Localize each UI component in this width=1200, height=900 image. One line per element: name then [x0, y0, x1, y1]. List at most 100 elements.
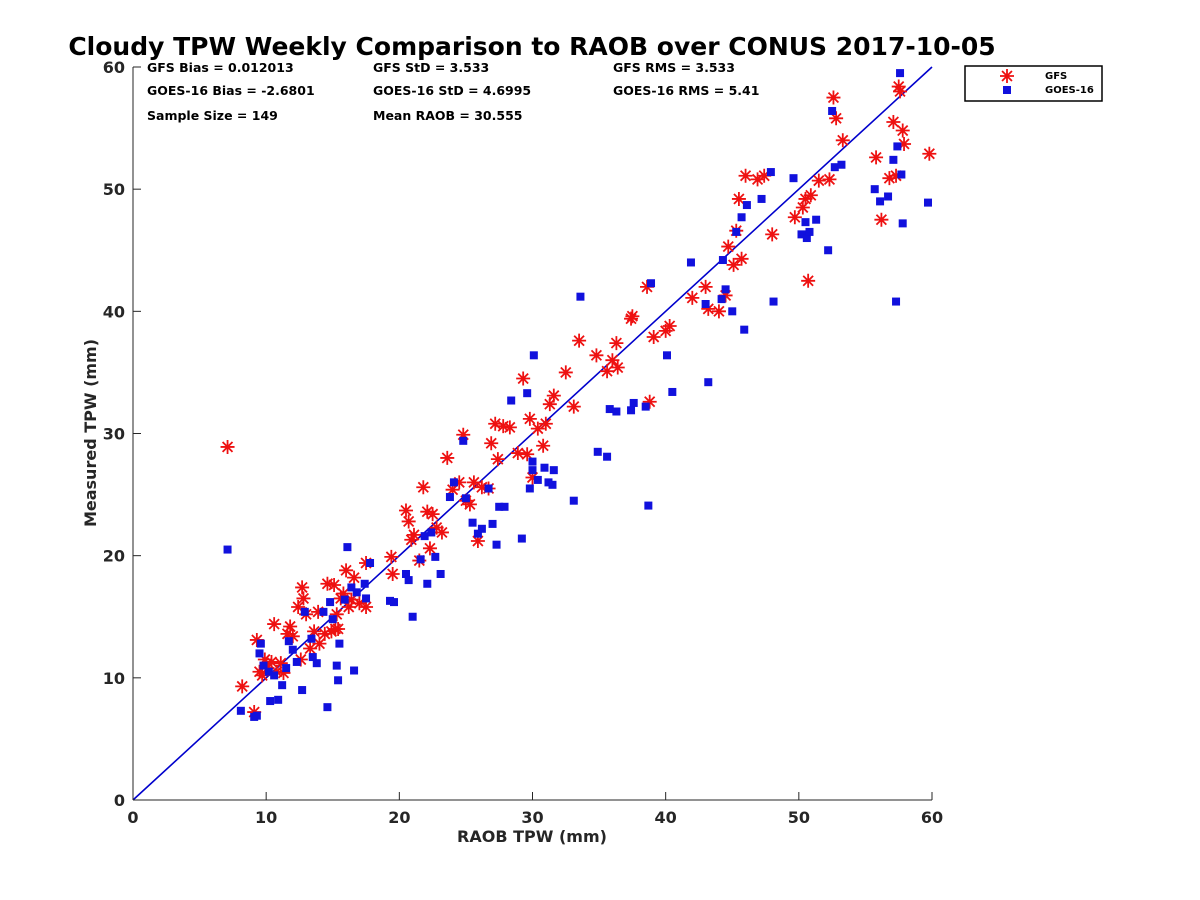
gfs-point-40 [359, 599, 374, 614]
goes-16-point-89 [721, 285, 730, 294]
gfs-point-1 [235, 679, 250, 694]
gfs-point-120-stroke [882, 171, 897, 186]
gfs-point-0 [220, 439, 235, 454]
goes-16-point-94 [742, 201, 751, 210]
goes-16-point-115 [897, 170, 906, 179]
gfs-point-23-stroke [311, 604, 326, 619]
goes-16-point-32 [352, 588, 361, 597]
gfs-point-124 [893, 84, 908, 99]
goes-16-point-116 [898, 219, 907, 228]
goes-16-point-11 [278, 681, 287, 690]
goes-16-point-50 [461, 494, 470, 503]
gfs-point-111-stroke [801, 273, 816, 288]
goes-16-point-86 [704, 378, 713, 387]
x-tick-label-4: 40 [655, 808, 677, 827]
stat-r0-c0: GFS Bias = 0.012013 [147, 60, 294, 75]
goes-16-point-81 [647, 279, 656, 288]
goes-16-point-6 [259, 661, 268, 670]
gfs-point-125 [895, 123, 910, 138]
gfs-point-18 [295, 580, 310, 595]
gfs-point-66 [490, 452, 505, 467]
gfs-point-11 [273, 656, 288, 671]
gfs-point-79-stroke [558, 365, 573, 380]
gfs-point-68 [502, 420, 517, 435]
stat-r0-c1: GFS StD = 3.533 [373, 60, 489, 75]
gfs-point-114 [822, 172, 837, 187]
gfs-point-51 [425, 507, 440, 522]
goes-16-point-102 [805, 227, 814, 236]
goes-16-point-26 [334, 676, 343, 685]
gfs-point-46 [406, 527, 421, 542]
gfs-point-59-stroke [462, 497, 477, 512]
goes-16-point-76 [612, 407, 621, 416]
gfs-point-14 [283, 619, 298, 634]
gfs-point-5 [255, 668, 270, 683]
gfs-point-117 [835, 133, 850, 148]
goes-16-point-10 [274, 695, 283, 704]
goes-16-point-34 [362, 594, 371, 603]
goes-16-point-23 [326, 598, 335, 607]
gfs-point-49 [420, 504, 435, 519]
gfs-point-28 [327, 577, 342, 592]
goes-16-point-64 [528, 466, 537, 475]
goes-16-point-87 [717, 295, 726, 304]
gfs-point-52-stroke [429, 520, 444, 535]
gfs-point-22 [307, 624, 322, 639]
gfs-point-16-stroke [291, 599, 306, 614]
gfs-point-36 [344, 592, 359, 607]
gfs-point-109-stroke [795, 200, 810, 215]
gfs-point-126 [897, 136, 912, 151]
gfs-point-124-stroke [893, 84, 908, 99]
gfs-point-120 [882, 171, 897, 186]
gfs-point-95-stroke [698, 279, 713, 294]
goes-16-point-22 [323, 703, 332, 712]
gfs-point-9 [267, 617, 282, 632]
gfs-point-96-stroke [701, 301, 716, 316]
gfs-point-84 [605, 353, 620, 368]
gfs-point-67-stroke [496, 419, 511, 434]
goes-16-point-62 [525, 484, 534, 493]
goes-16-point-56 [492, 540, 501, 549]
goes-16-point-21 [319, 607, 328, 616]
gfs-point-103-stroke [734, 251, 749, 266]
gfs-point-107 [765, 227, 780, 242]
gfs-point-115 [826, 90, 841, 105]
gfs-point-118 [869, 150, 884, 165]
gfs-point-86 [610, 360, 625, 375]
gfs-point-99-stroke [721, 239, 736, 254]
goes-16-point-106 [830, 163, 839, 172]
gfs-point-125-stroke [895, 123, 910, 138]
gfs-point-80 [566, 399, 581, 414]
gfs-point-8 [264, 654, 279, 669]
goes-16-point-54 [484, 484, 493, 493]
gfs-point-78-stroke [546, 388, 561, 403]
gfs-point-110-stroke [798, 191, 813, 206]
stat-r1-c2: GOES-16 RMS = 5.41 [613, 83, 759, 98]
goes-16-point-47 [445, 493, 454, 502]
gfs-point-19 [296, 591, 311, 606]
gfs-point-100-stroke [726, 257, 741, 272]
goes-16-point-72 [576, 292, 585, 301]
x-tick-label-3: 30 [521, 808, 543, 827]
gfs-point-105 [750, 172, 765, 187]
gfs-point-43-stroke [398, 503, 413, 518]
goes-16-point-114 [896, 69, 905, 78]
gfs-point-60-stroke [466, 475, 481, 490]
goes-16-point-55 [488, 519, 497, 528]
gfs-point-16 [291, 599, 306, 614]
goes-16-point-74 [603, 452, 612, 461]
gfs-point-54 [440, 450, 455, 465]
goes-16-point-67 [540, 463, 549, 472]
stat-r1-c1: GOES-16 StD = 4.6995 [373, 83, 531, 98]
gfs-point-102 [731, 191, 746, 206]
gfs-point-90-stroke [642, 394, 657, 409]
gfs-point-85 [609, 336, 624, 351]
goes-16-point-63 [528, 457, 537, 466]
gfs-point-104-stroke [738, 168, 753, 183]
gfs-point-25-stroke [317, 626, 332, 641]
goes-16-point-18 [307, 634, 316, 643]
x-tick-label-6: 60 [921, 808, 943, 827]
goes-16-point-12 [282, 664, 291, 673]
gfs-point-74 [530, 421, 545, 436]
